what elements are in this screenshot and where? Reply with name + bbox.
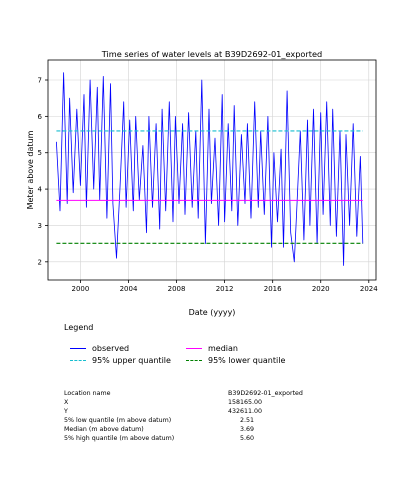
info-label-location-name: Location name	[64, 390, 111, 397]
y-tick-label: 4	[38, 186, 43, 194]
info-value-low-quantile: 2.51	[228, 416, 255, 424]
x-tick-label: 2012	[216, 285, 234, 293]
legend-item-upper-quantile: 95% upper quantile	[70, 356, 186, 365]
legend-item-median: median	[186, 344, 326, 353]
info-value-y: 432611.00	[228, 407, 263, 415]
legend-swatch-lower-quantile	[186, 360, 202, 361]
series-layer	[56, 72, 364, 266]
x-tick-label: 2008	[168, 285, 186, 293]
plot-frame	[47, 59, 377, 281]
y-tick-label: 7	[38, 77, 42, 85]
legend: observed median 95% upper quantile 95% l…	[70, 344, 326, 365]
x-axis-label: Date (yyyy)	[189, 308, 236, 317]
legend-label-upper-quantile: 95% upper quantile	[92, 356, 171, 365]
chart-title: Time series of water levels at B39D2692-…	[101, 49, 322, 59]
y-tick-label: 6	[38, 113, 43, 121]
legend-label-lower-quantile: 95% lower quantile	[208, 356, 286, 365]
y-tick-label: 5	[38, 149, 42, 157]
info-label-x: X	[64, 398, 69, 406]
info-label-median: Median (m above datum)	[64, 425, 144, 433]
y-tick-label: 3	[38, 222, 42, 230]
legend-swatch-upper-quantile	[70, 360, 86, 361]
legend-label-observed: observed	[92, 344, 130, 353]
legend-item-observed: observed	[70, 344, 186, 353]
location-info-table: Location name B39D2692-01_exported X 158…	[64, 390, 394, 443]
x-tick-label: 2024	[360, 285, 378, 293]
legend-swatch-observed	[70, 348, 86, 349]
y-axis-label: Meter above datum	[26, 130, 35, 209]
info-value-high-quantile: 5.60	[228, 434, 255, 442]
y-tick-label: 2	[38, 258, 42, 266]
x-tick-label: 2020	[312, 285, 330, 293]
y-axis-ticks: 2 3 4 5 6 7	[38, 77, 48, 266]
x-tick-label: 2004	[120, 285, 138, 293]
info-value-median: 3.69	[228, 425, 255, 433]
info-value-x: 158165.00	[228, 398, 263, 406]
legend-label-median: median	[208, 344, 238, 353]
info-label-low-quantile: 5% low quantile (m above datum)	[64, 416, 172, 424]
x-tick-label: 2000	[72, 285, 90, 293]
x-axis-ticks: 2000 2004 2008 2012 2016 2020 2024	[72, 280, 378, 293]
legend-item-lower-quantile: 95% lower quantile	[186, 356, 326, 365]
legend-swatch-median	[186, 348, 202, 349]
x-tick-label: 2016	[264, 285, 282, 293]
legend-title: Legend	[64, 323, 94, 332]
info-label-y: Y	[64, 407, 68, 415]
info-label-high-quantile: 5% high quantile (m above datum)	[64, 434, 175, 442]
info-value-location-name: B39D2692-01_exported	[228, 390, 303, 397]
series-observed-line	[56, 72, 364, 266]
